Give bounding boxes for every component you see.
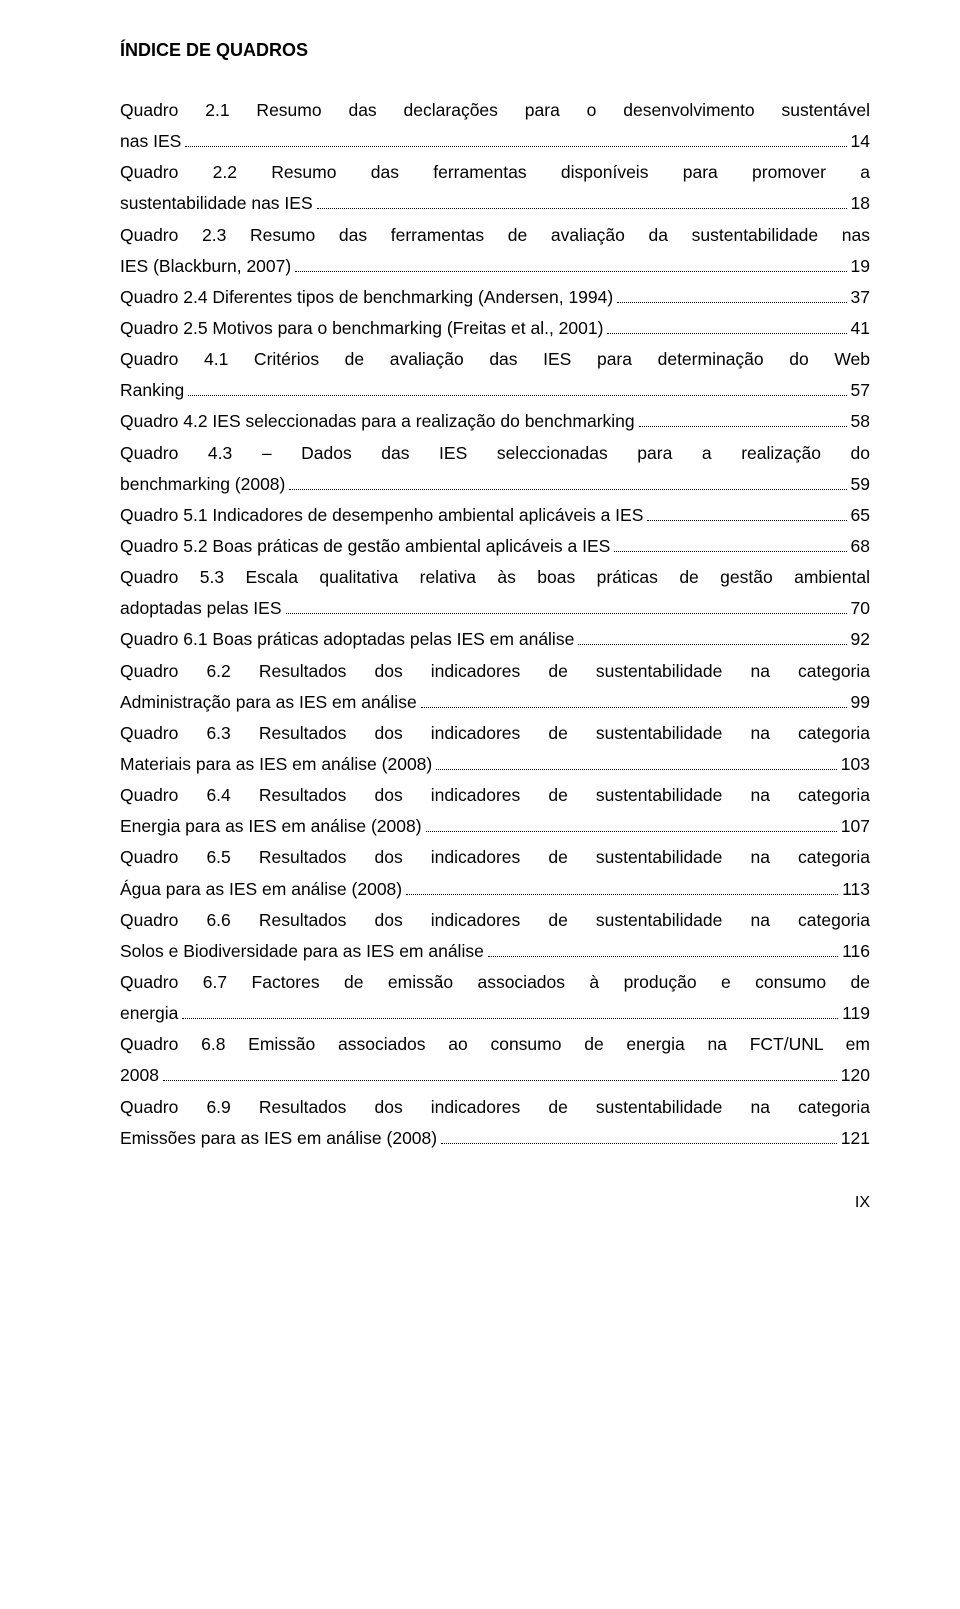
- toc-leader-dots: [578, 644, 846, 645]
- toc-entry-page: 19: [851, 251, 870, 282]
- toc-entry-page: 65: [851, 500, 870, 531]
- toc-entry-page: 113: [842, 874, 870, 905]
- toc-entry-text: Quadro 4.1 Critérios de avaliação das IE…: [120, 344, 870, 375]
- toc-entry-text: Quadro 5.3 Escala qualitativa relativa à…: [120, 562, 870, 593]
- toc-list: Quadro 2.1 Resumo das declarações para o…: [120, 95, 870, 1154]
- toc-entry-text: Quadro 4.2 IES seleccionadas para a real…: [120, 406, 635, 437]
- toc-entry-page: 58: [851, 406, 870, 437]
- toc-entry: Quadro 6.9 Resultados dos indicadores de…: [120, 1092, 870, 1154]
- toc-entry-page: 14: [851, 126, 870, 157]
- toc-entry-page: 41: [851, 313, 870, 344]
- toc-entry-page: 70: [851, 593, 870, 624]
- toc-entry-text: Quadro 6.1 Boas práticas adoptadas pelas…: [120, 624, 574, 655]
- page-number-footer: IX: [120, 1194, 870, 1212]
- toc-entry-text: Quadro 6.6 Resultados dos indicadores de…: [120, 905, 870, 936]
- toc-entry-text: Quadro 5.1 Indicadores de desempenho amb…: [120, 500, 643, 531]
- toc-title: ÍNDICE DE QUADROS: [120, 40, 870, 61]
- toc-entry-page: 116: [842, 936, 870, 967]
- toc-leader-dots: [607, 333, 846, 334]
- toc-entry-text: Quadro 2.2 Resumo das ferramentas dispon…: [120, 157, 870, 188]
- toc-entry-page: 119: [842, 998, 870, 1029]
- toc-entry-text: Quadro 6.7 Factores de emissão associado…: [120, 967, 870, 998]
- toc-leader-dots: [426, 831, 837, 832]
- toc-entry-page: 68: [851, 531, 870, 562]
- toc-entry: Quadro 5.2 Boas práticas de gestão ambie…: [120, 531, 870, 562]
- toc-entry: Quadro 2.5 Motivos para o benchmarking (…: [120, 313, 870, 344]
- toc-entry-page: 59: [851, 469, 870, 500]
- toc-entry: Quadro 5.3 Escala qualitativa relativa à…: [120, 562, 870, 624]
- toc-entry-continuation: Emissões para as IES em análise (2008): [120, 1123, 437, 1154]
- toc-entry: Quadro 2.1 Resumo das declarações para o…: [120, 95, 870, 157]
- toc-leader-dots: [406, 894, 838, 895]
- toc-entry-continuation: sustentabilidade nas IES: [120, 188, 313, 219]
- toc-entry-text: Quadro 2.1 Resumo das declarações para o…: [120, 95, 870, 126]
- toc-entry: Quadro 6.3 Resultados dos indicadores de…: [120, 718, 870, 780]
- toc-entry-continuation: Solos e Biodiversidade para as IES em an…: [120, 936, 484, 967]
- toc-entry-continuation: Materiais para as IES em análise (2008): [120, 749, 432, 780]
- toc-leader-dots: [617, 302, 846, 303]
- toc-entry: Quadro 4.1 Critérios de avaliação das IE…: [120, 344, 870, 406]
- document-page: ÍNDICE DE QUADROS Quadro 2.1 Resumo das …: [0, 0, 960, 1272]
- toc-entry-page: 121: [841, 1123, 870, 1154]
- toc-leader-dots: [436, 769, 837, 770]
- toc-leader-dots: [647, 520, 846, 521]
- toc-entry: Quadro 6.6 Resultados dos indicadores de…: [120, 905, 870, 967]
- toc-entry-continuation: benchmarking (2008): [120, 469, 285, 500]
- toc-entry-text: Quadro 6.2 Resultados dos indicadores de…: [120, 656, 870, 687]
- toc-leader-dots: [639, 426, 847, 427]
- toc-entry-continuation: adoptadas pelas IES: [120, 593, 282, 624]
- toc-leader-dots: [185, 146, 846, 147]
- toc-entry-page: 120: [841, 1060, 870, 1091]
- toc-entry: Quadro 6.1 Boas práticas adoptadas pelas…: [120, 624, 870, 655]
- toc-entry-page: 92: [851, 624, 870, 655]
- toc-entry-text: Quadro 6.8 Emissão associados ao consumo…: [120, 1029, 870, 1060]
- toc-leader-dots: [163, 1080, 837, 1081]
- toc-leader-dots: [289, 489, 846, 490]
- toc-entry: Quadro 4.2 IES seleccionadas para a real…: [120, 406, 870, 437]
- toc-entry-page: 99: [851, 687, 870, 718]
- toc-entry-text: Quadro 6.9 Resultados dos indicadores de…: [120, 1092, 870, 1123]
- toc-entry-text: Quadro 2.5 Motivos para o benchmarking (…: [120, 313, 603, 344]
- toc-entry-page: 37: [851, 282, 870, 313]
- toc-entry: Quadro 2.4 Diferentes tipos de benchmark…: [120, 282, 870, 313]
- toc-entry-page: 103: [841, 749, 870, 780]
- toc-entry-continuation: 2008: [120, 1060, 159, 1091]
- toc-entry-text: Quadro 6.3 Resultados dos indicadores de…: [120, 718, 870, 749]
- toc-entry-continuation: energia: [120, 998, 178, 1029]
- toc-leader-dots: [441, 1143, 837, 1144]
- toc-entry: Quadro 6.8 Emissão associados ao consumo…: [120, 1029, 870, 1091]
- toc-entry: Quadro 4.3 – Dados das IES seleccionadas…: [120, 438, 870, 500]
- toc-entry-page: 57: [851, 375, 870, 406]
- toc-entry-text: Quadro 5.2 Boas práticas de gestão ambie…: [120, 531, 610, 562]
- toc-entry: Quadro 6.4 Resultados dos indicadores de…: [120, 780, 870, 842]
- toc-leader-dots: [295, 271, 846, 272]
- toc-entry: Quadro 5.1 Indicadores de desempenho amb…: [120, 500, 870, 531]
- toc-entry-text: Quadro 2.4 Diferentes tipos de benchmark…: [120, 282, 613, 313]
- toc-entry-continuation: nas IES: [120, 126, 181, 157]
- toc-entry: Quadro 6.2 Resultados dos indicadores de…: [120, 656, 870, 718]
- toc-entry-continuation: Administração para as IES em análise: [120, 687, 417, 718]
- toc-leader-dots: [317, 208, 847, 209]
- toc-entry-continuation: Energia para as IES em análise (2008): [120, 811, 422, 842]
- toc-entry-text: Quadro 2.3 Resumo das ferramentas de ava…: [120, 220, 870, 251]
- toc-entry: Quadro 6.5 Resultados dos indicadores de…: [120, 842, 870, 904]
- toc-entry-continuation: Ranking: [120, 375, 184, 406]
- toc-entry: Quadro 2.3 Resumo das ferramentas de ava…: [120, 220, 870, 282]
- toc-entry-text: Quadro 4.3 – Dados das IES seleccionadas…: [120, 438, 870, 469]
- toc-leader-dots: [286, 613, 847, 614]
- toc-entry-text: Quadro 6.5 Resultados dos indicadores de…: [120, 842, 870, 873]
- toc-leader-dots: [421, 707, 847, 708]
- toc-leader-dots: [188, 395, 846, 396]
- toc-entry: Quadro 2.2 Resumo das ferramentas dispon…: [120, 157, 870, 219]
- toc-leader-dots: [488, 956, 838, 957]
- toc-entry-continuation: Água para as IES em análise (2008): [120, 874, 402, 905]
- toc-leader-dots: [614, 551, 846, 552]
- toc-entry-continuation: IES (Blackburn, 2007): [120, 251, 291, 282]
- toc-entry-page: 107: [841, 811, 870, 842]
- toc-leader-dots: [182, 1018, 838, 1019]
- toc-entry-page: 18: [851, 188, 870, 219]
- toc-entry: Quadro 6.7 Factores de emissão associado…: [120, 967, 870, 1029]
- toc-entry-text: Quadro 6.4 Resultados dos indicadores de…: [120, 780, 870, 811]
